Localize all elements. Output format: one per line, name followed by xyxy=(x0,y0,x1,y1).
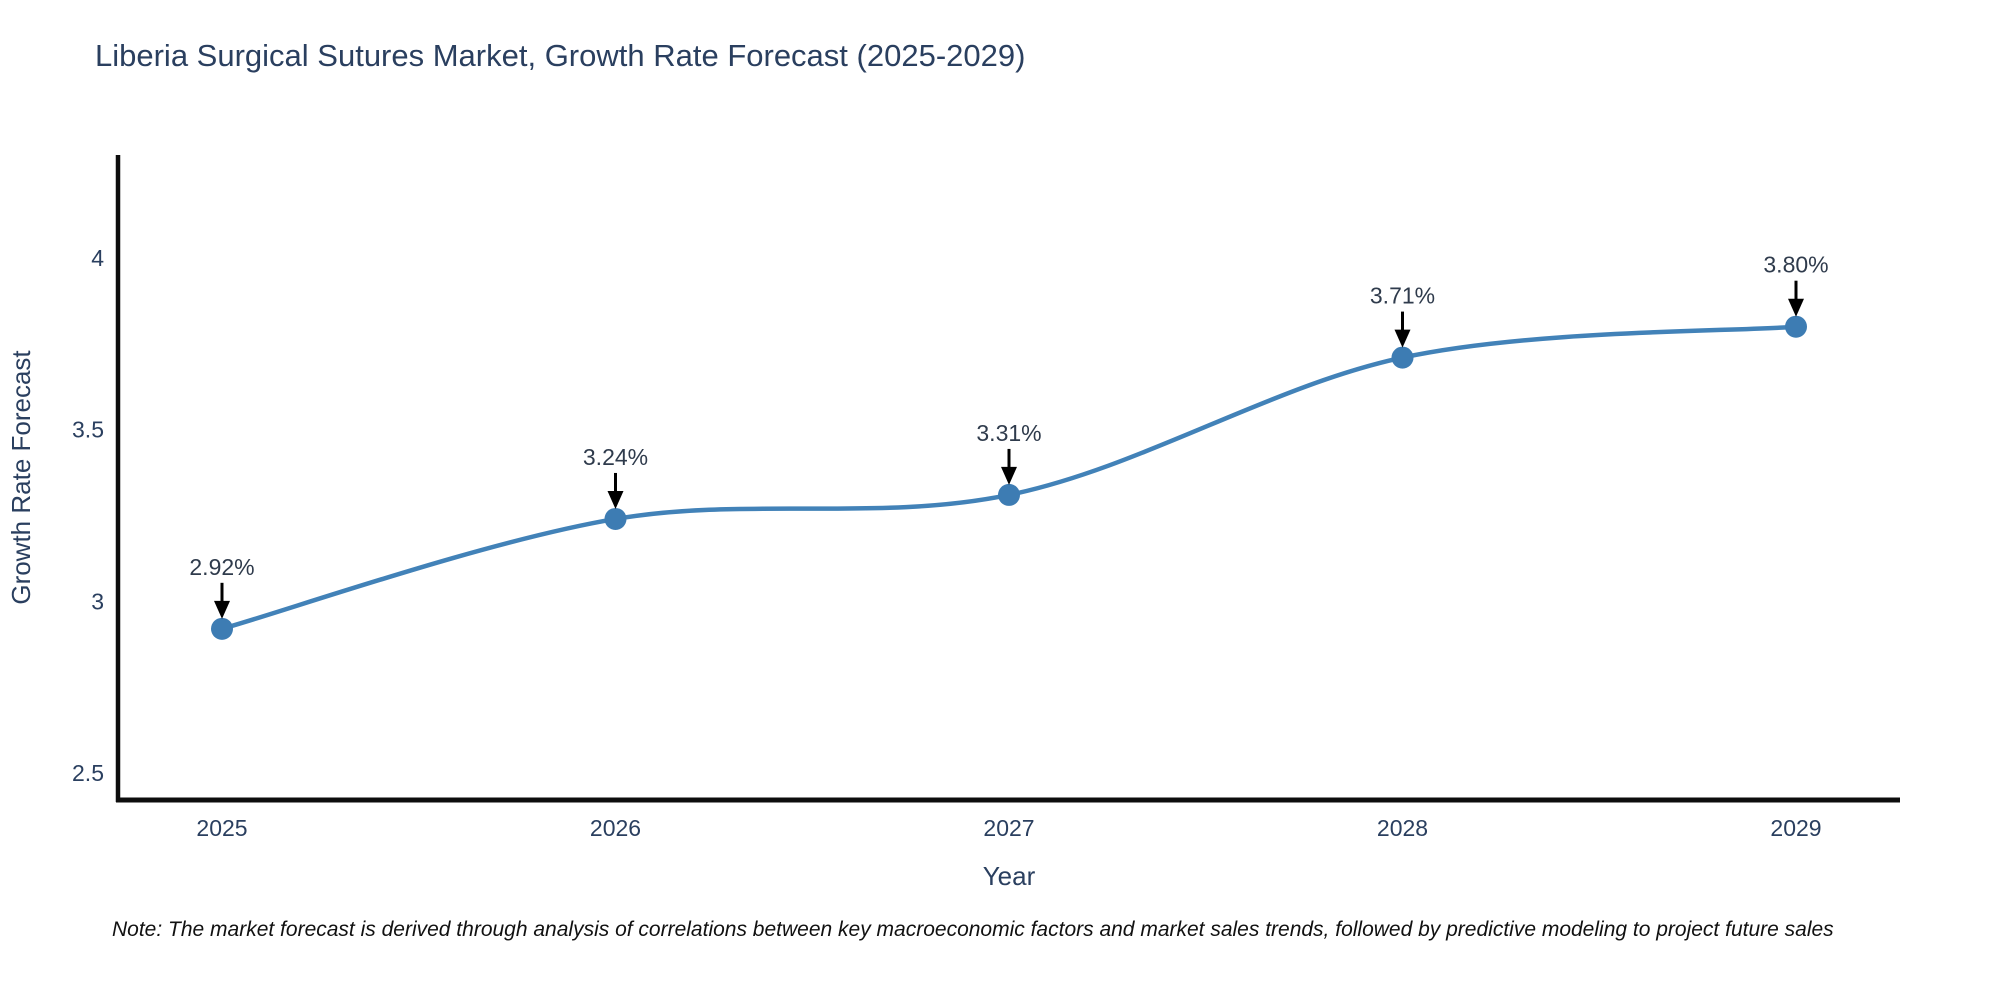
ytick-label: 4 xyxy=(91,245,104,271)
annotation-arrowhead xyxy=(1788,298,1804,317)
data-point-marker xyxy=(1391,346,1414,369)
x-axis-title: Year xyxy=(983,861,1036,891)
ytick-label: 3.5 xyxy=(72,417,104,443)
data-point-marker xyxy=(1785,315,1807,338)
xtick-label: 2027 xyxy=(983,815,1034,841)
chart-title: Liberia Surgical Sutures Market, Growth … xyxy=(95,38,1026,73)
point-annotation: 3.24% xyxy=(583,444,648,470)
ytick-label: 3 xyxy=(91,588,104,614)
point-annotation: 3.80% xyxy=(1763,252,1828,278)
data-point-marker xyxy=(211,617,233,640)
y-axis-title: Growth Rate Forecast xyxy=(6,350,36,605)
point-annotation: 2.92% xyxy=(189,554,254,580)
annotation-arrowhead xyxy=(214,600,230,619)
annotation-arrowhead xyxy=(607,490,624,509)
annotation-arrowhead xyxy=(1001,466,1017,485)
xtick-label: 2025 xyxy=(196,815,247,841)
xtick-label: 2028 xyxy=(1377,815,1428,841)
xtick-label: 2029 xyxy=(1770,815,1821,841)
ytick-label: 2.5 xyxy=(72,760,104,786)
annotation-arrowhead xyxy=(1394,329,1411,348)
data-point-marker xyxy=(604,507,627,530)
point-annotation: 3.71% xyxy=(1370,283,1435,309)
data-point-marker xyxy=(998,483,1020,506)
footnote: Note: The market forecast is derived thr… xyxy=(112,918,1834,941)
point-annotation: 3.31% xyxy=(976,420,1041,446)
xtick-label: 2026 xyxy=(590,815,641,841)
